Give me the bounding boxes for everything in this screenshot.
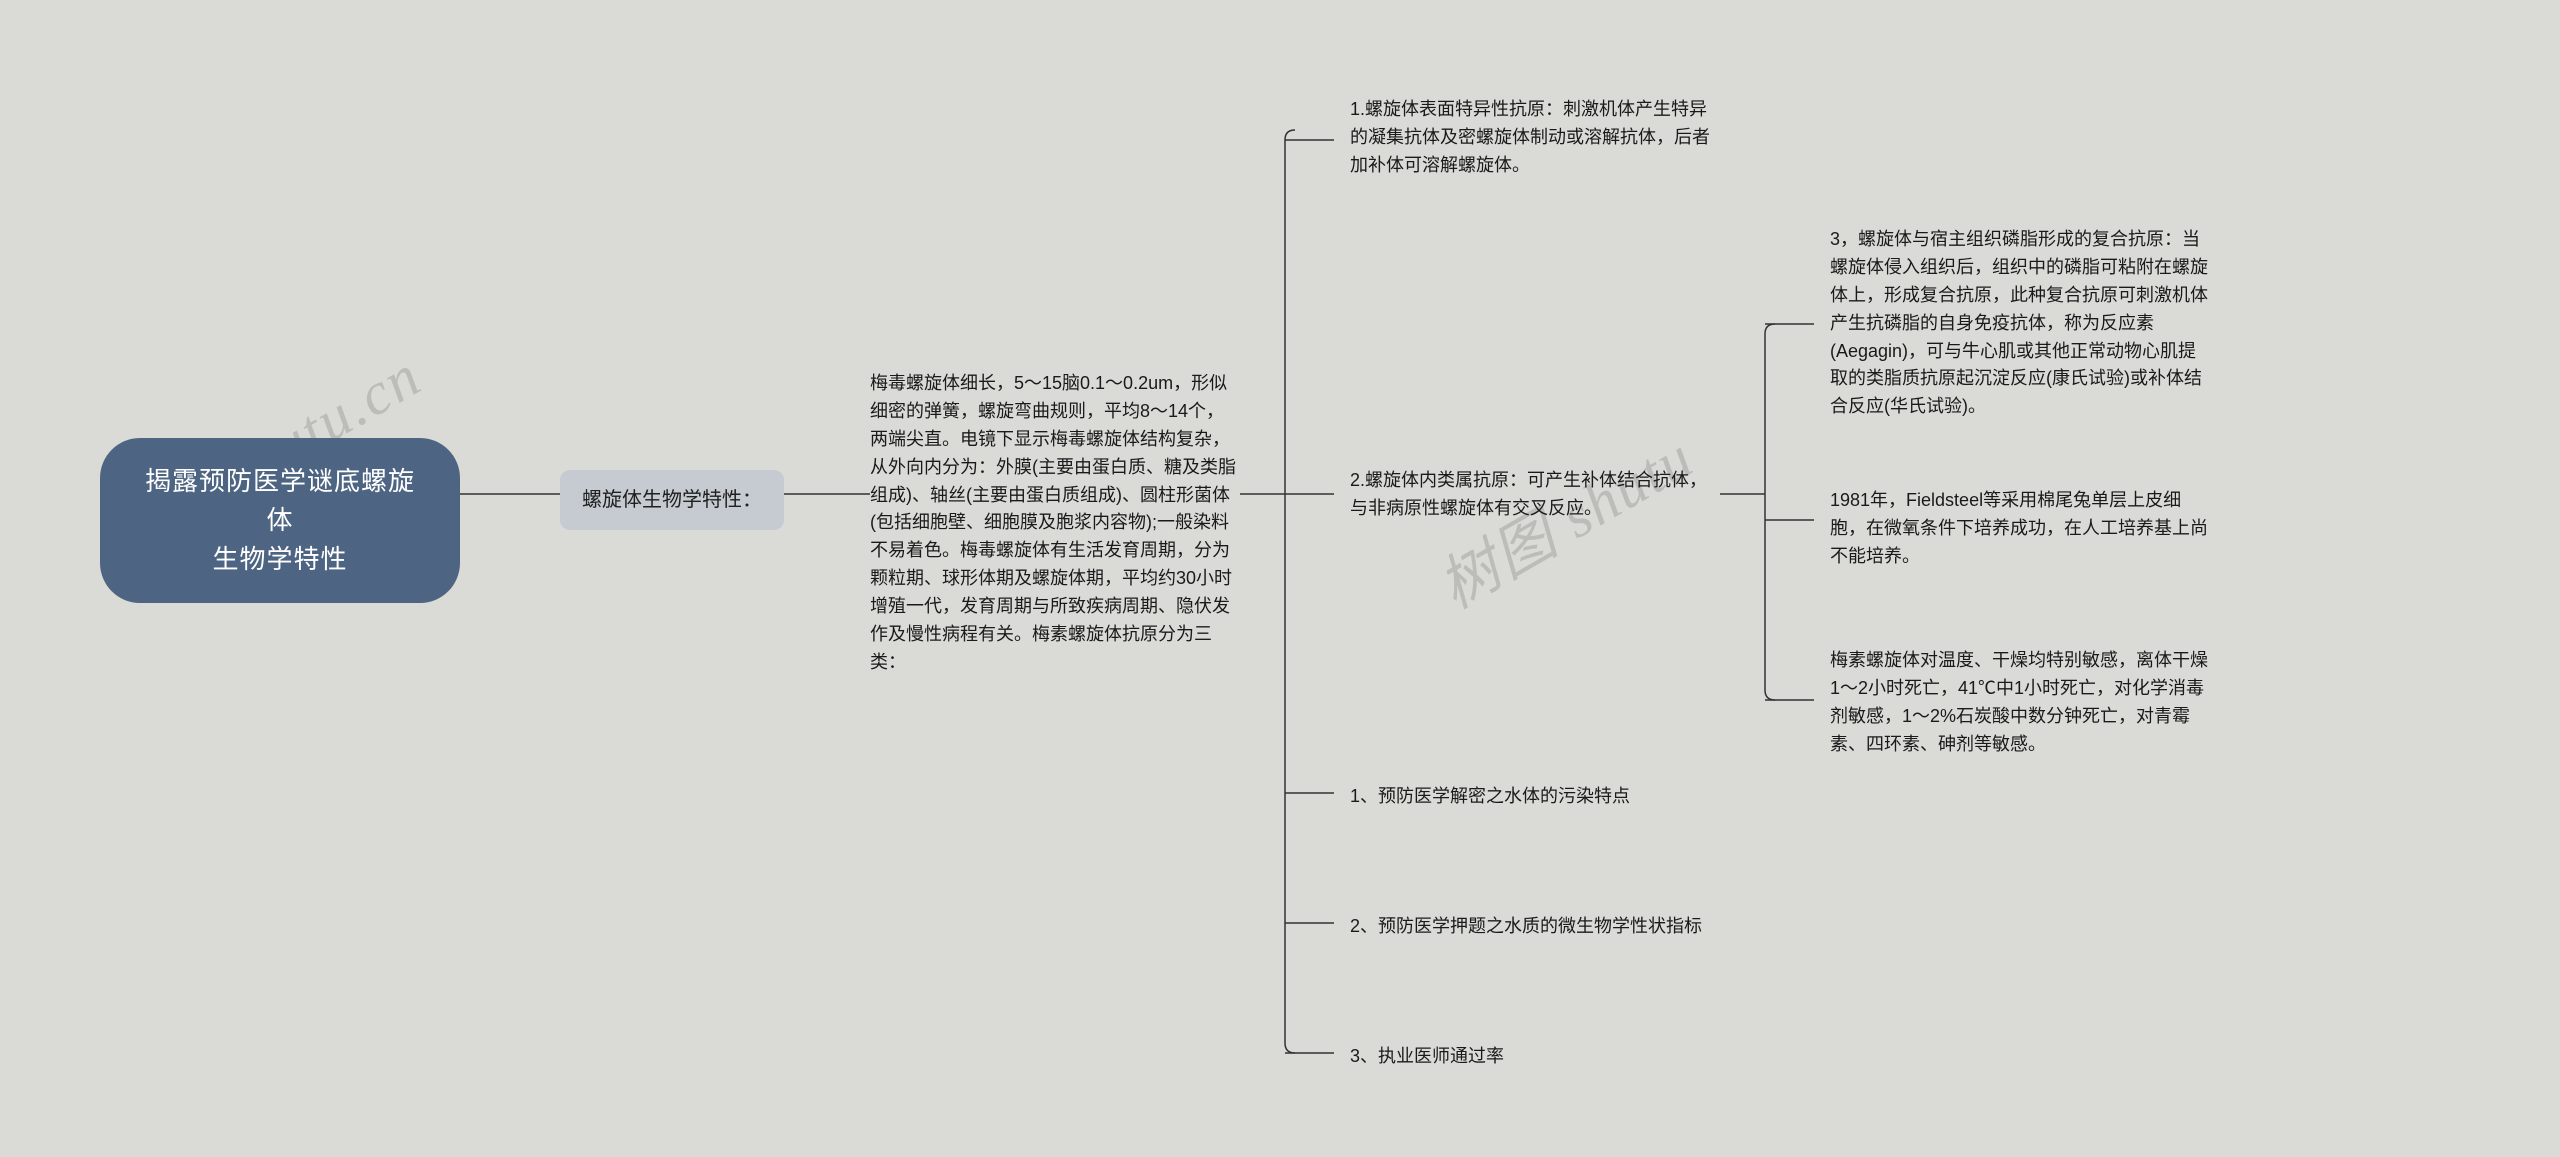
branch-node[interactable]: 螺旋体生物学特性： — [560, 470, 784, 530]
leaf-detail-1[interactable]: 3，螺旋体与宿主组织磷脂形成的复合抗原：当螺旋体侵入组织后，组织中的磷脂可粘附在… — [1830, 226, 2210, 421]
leaf-related-3[interactable]: 3、执业医师通过率 — [1350, 1043, 1770, 1071]
leaf-detail-3[interactable]: 梅素螺旋体对温度、干燥均特别敏感，离体干燥1～2小时死亡，41℃中1小时死亡，对… — [1830, 647, 2210, 759]
leaf-related-1[interactable]: 1、预防医学解密之水体的污染特点 — [1350, 783, 1770, 811]
mindmap-canvas: shutu.cn 树图 shutu 揭露 — [0, 0, 2560, 1157]
branch-label: 螺旋体生物学特性： — [582, 489, 762, 511]
leaf-description[interactable]: 梅毒螺旋体细长，5～15脑0.1～0.2um，形似细密的弹簧，螺旋弯曲规则，平均… — [870, 370, 1240, 677]
leaf-detail-2[interactable]: 1981年，Fieldsteel等采用棉尾兔单层上皮细胞，在微氧条件下培养成功，… — [1830, 487, 2210, 571]
leaf-antigen-1[interactable]: 1.螺旋体表面特异性抗原：刺激机体产生特异的凝集抗体及密螺旋体制动或溶解抗体，后… — [1350, 96, 1720, 180]
root-node[interactable]: 揭露预防医学谜底螺旋体生物学特性 — [100, 438, 460, 603]
leaf-related-2[interactable]: 2、预防医学押题之水质的微生物学性状指标 — [1350, 913, 1770, 941]
root-label: 揭露预防医学谜底螺旋体生物学特性 — [145, 466, 415, 574]
leaf-antigen-2[interactable]: 2.螺旋体内类属抗原：可产生补体结合抗体，与非病原性螺旋体有交叉反应。 — [1350, 467, 1720, 523]
